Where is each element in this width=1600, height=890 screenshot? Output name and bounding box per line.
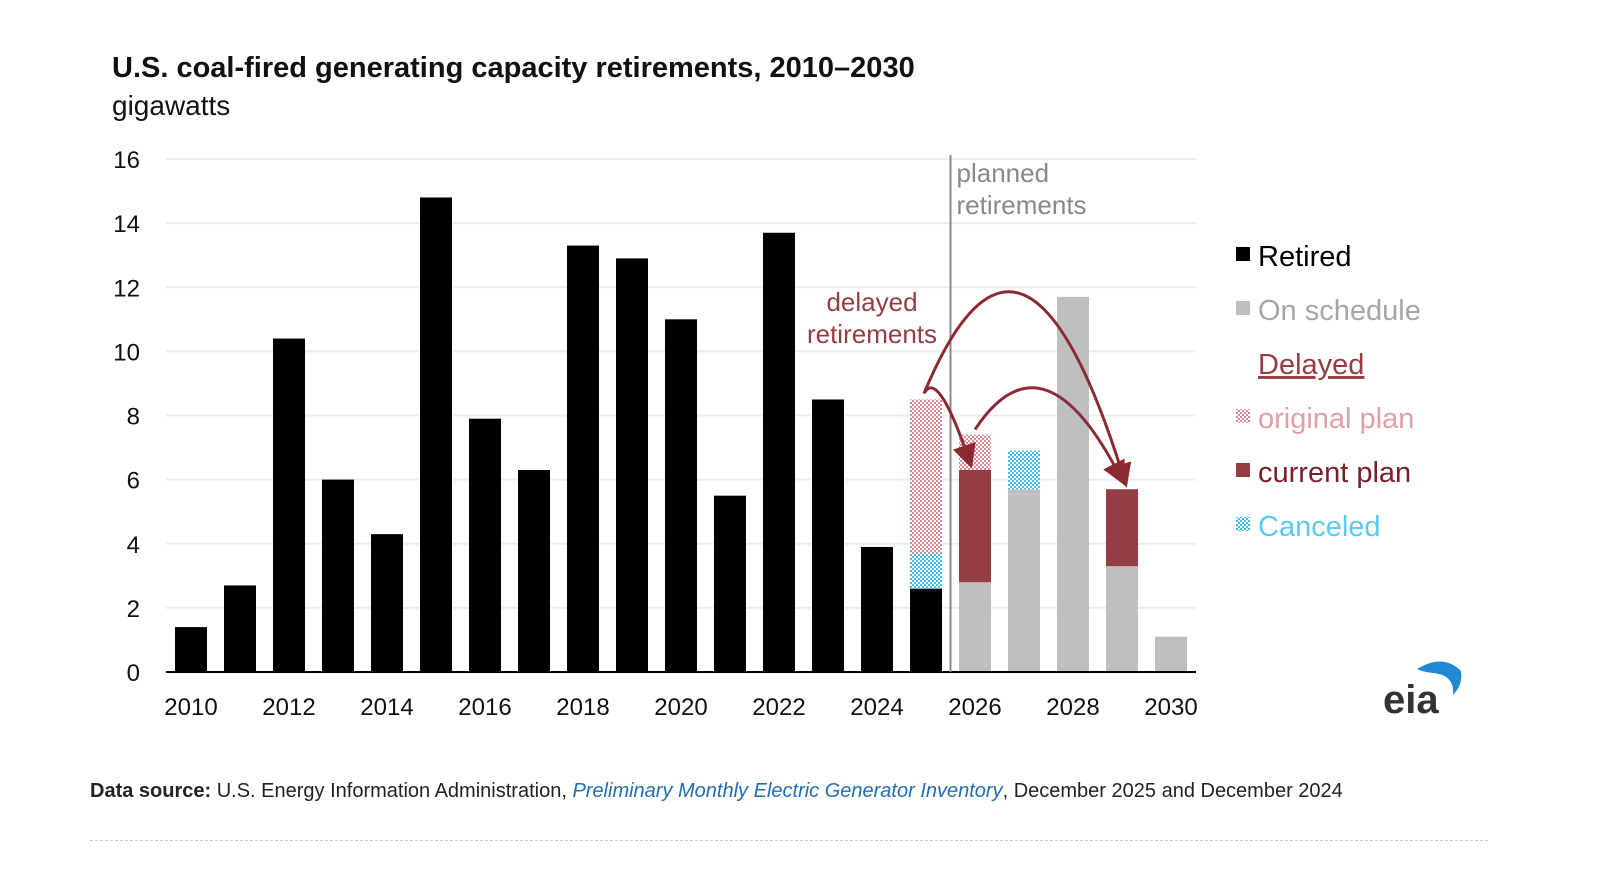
data-source: Data source: U.S. Energy Information Adm… xyxy=(90,780,1343,803)
eia-logo: eia xyxy=(1383,661,1462,717)
bar-canceled-2027 xyxy=(1008,450,1040,490)
bar-canceled-2025 xyxy=(910,553,942,589)
x-tick-label: 2016 xyxy=(458,694,511,721)
x-tick-label: 2022 xyxy=(752,694,805,721)
x-tick-label: 2024 xyxy=(850,694,903,721)
source-text-2: , December 2025 and December 2024 xyxy=(1002,780,1343,802)
bar-retired-2012 xyxy=(273,338,305,672)
bar-on-schedule-2030 xyxy=(1155,636,1187,672)
bar-on-schedule-2027 xyxy=(1008,489,1040,672)
legend-swatch-retired xyxy=(1236,247,1250,261)
x-tick-label: 2018 xyxy=(556,694,609,721)
legend-label-canceled: Canceled xyxy=(1258,511,1381,543)
bar-original-plan-2025 xyxy=(910,399,942,554)
x-tick-label: 2014 xyxy=(360,694,413,721)
bar-retired-2017 xyxy=(518,470,550,672)
divider xyxy=(90,840,1488,841)
delayed-annotation: delayed xyxy=(826,287,917,317)
y-tick-label: 16 xyxy=(113,147,140,174)
y-tick-label: 8 xyxy=(127,404,140,431)
y-tick-label: 10 xyxy=(113,339,140,366)
source-label: Data source: xyxy=(90,780,212,802)
y-tick-label: 14 xyxy=(113,211,140,238)
source-text: U.S. Energy Information Administration, xyxy=(211,780,573,802)
bar-retired-2018 xyxy=(567,245,599,672)
x-tick-label: 2020 xyxy=(654,694,707,721)
bar-retired-2015 xyxy=(420,197,452,672)
y-tick-label: 0 xyxy=(127,660,140,687)
bar-retired-2022 xyxy=(763,232,795,672)
bar-retired-2011 xyxy=(224,585,256,672)
y-tick-label: 12 xyxy=(113,275,140,302)
legend-swatch-canceled xyxy=(1236,517,1250,531)
y-tick-label: 4 xyxy=(127,532,140,559)
bar-original-plan-2026 xyxy=(959,434,991,471)
bar-on-schedule-2026 xyxy=(959,582,991,672)
y-tick-label: 6 xyxy=(127,468,140,495)
bar-retired-2019 xyxy=(616,258,648,672)
bar-retired-2024 xyxy=(861,546,893,672)
bar-on-schedule-2028 xyxy=(1057,296,1089,672)
bar-retired-2014 xyxy=(371,534,403,672)
legend-label-on-schedule: On schedule xyxy=(1258,295,1421,327)
legend-swatch-current-plan xyxy=(1236,463,1250,477)
bar-retired-2010 xyxy=(175,627,207,672)
x-tick-label: 2030 xyxy=(1144,694,1197,721)
x-tick-label: 2028 xyxy=(1046,694,1099,721)
svg-text:eia: eia xyxy=(1383,678,1439,717)
chart-title: U.S. coal-fired generating capacity reti… xyxy=(112,52,915,84)
legend-label-current-plan: current plan xyxy=(1258,457,1411,489)
y-tick-label: 2 xyxy=(127,596,140,623)
bar-retired-2025 xyxy=(910,588,942,672)
source-link[interactable]: Preliminary Monthly Electric Generator I… xyxy=(572,780,1003,802)
bar-retired-2021 xyxy=(714,495,746,672)
bar-current-plan-2029 xyxy=(1106,489,1138,567)
x-tick-label: 2026 xyxy=(948,694,1001,721)
x-tick-label: 2012 xyxy=(262,694,315,721)
bar-on-schedule-2029 xyxy=(1106,566,1138,672)
x-tick-label: 2010 xyxy=(164,694,217,721)
legend-label-delayed: Delayed xyxy=(1258,349,1364,381)
y-axis-unit: gigawatts xyxy=(112,90,231,121)
bar-retired-2023 xyxy=(812,399,844,672)
chart: 0 2 4 6 8 10 12 14 16 2010 2012 2014 2016 2018 2020 202… xyxy=(113,147,1421,721)
legend-swatch-original-plan xyxy=(1236,409,1250,423)
legend-label-retired: Retired xyxy=(1258,241,1352,273)
planned-annotation: planned xyxy=(957,158,1050,188)
legend-label-original-plan: original plan xyxy=(1258,403,1414,435)
delay-arrow xyxy=(922,290,1132,488)
bar-retired-2013 xyxy=(322,479,354,672)
legend-swatch-on-schedule xyxy=(1236,301,1250,315)
bar-current-plan-2026 xyxy=(959,470,991,583)
planned-annotation: retirements xyxy=(957,190,1087,220)
bar-retired-2016 xyxy=(469,418,501,672)
delay-arrow xyxy=(973,386,1125,486)
bar-retired-2020 xyxy=(665,319,697,672)
delayed-annotation: retirements xyxy=(807,319,937,349)
